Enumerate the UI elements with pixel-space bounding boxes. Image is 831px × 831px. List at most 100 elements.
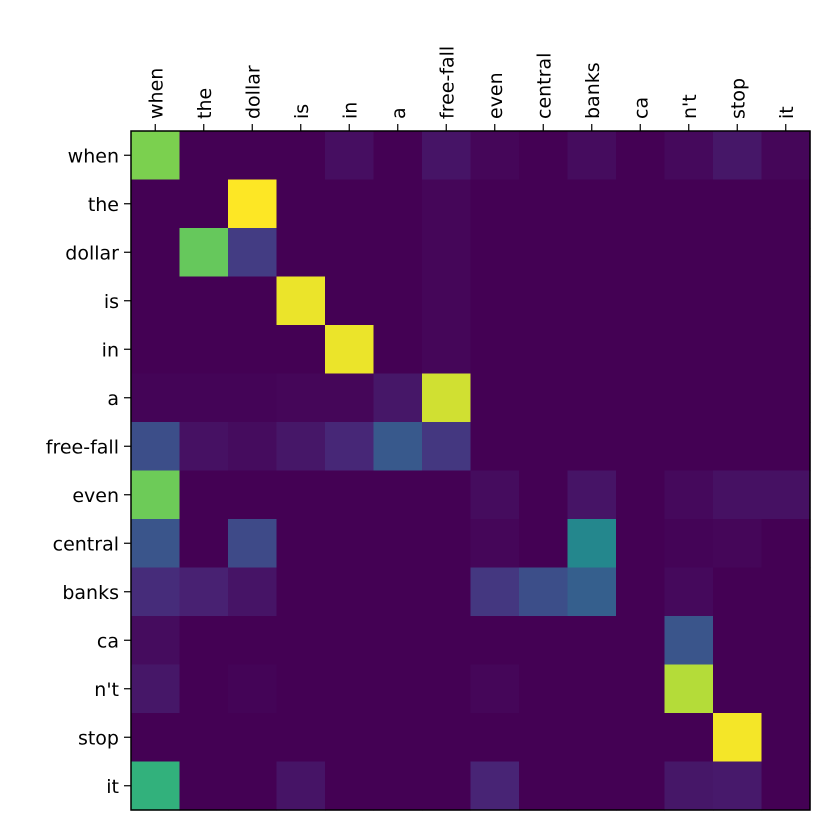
x-axis-ticks: when the dollar is in a free-fall even central ba… [145,46,798,131]
heatmap-cell [616,713,666,763]
heatmap-cell [276,761,326,811]
heatmap-cell [713,131,763,181]
heatmap-cell [276,616,326,666]
heatmap-cell [131,519,181,569]
y-tick-label: in [102,339,119,361]
y-tick-label: is [104,291,119,313]
y-tick-label: n't [94,679,119,701]
heatmap-cell [761,470,811,520]
heatmap-cell [325,713,375,763]
heatmap-cell [567,422,617,472]
heatmap-cell [664,422,714,472]
heatmap-cell [422,519,472,569]
heatmap-cell [616,228,666,278]
heatmap-cell [567,131,617,181]
heatmap-cell [228,664,278,714]
heatmap-cell [713,422,763,472]
heatmap-cell [761,713,811,763]
x-tick-label: banks [582,62,604,119]
heatmap-cell [664,373,714,423]
heatmap-cell [179,179,229,229]
y-tick-label: it [106,776,119,798]
heatmap-cell [470,373,520,423]
heatmap-cell [325,519,375,569]
heatmap-cell [131,422,181,472]
heatmap-cell [373,470,423,520]
x-tick-label: a [388,107,410,119]
y-tick-label: banks [62,582,119,604]
heatmap-cell [131,713,181,763]
y-axis-ticks: when the dollar is in a free-fall even central ba… [46,145,131,798]
heatmap-cell [179,761,229,811]
y-tick-label: a [107,388,119,410]
heatmap-cell [373,664,423,714]
heatmap-cell [616,519,666,569]
y-tick-label: central [53,533,119,555]
heatmap-cell [228,325,278,375]
x-tick-label: central [533,53,555,119]
heatmap-cell [664,470,714,520]
heatmap-cell [276,228,326,278]
heatmap-cell [373,373,423,423]
heatmap-cell [519,276,569,326]
heatmap-cell [761,519,811,569]
heatmap-cell [664,179,714,229]
heatmap-cell [325,276,375,326]
heatmap-cell [373,325,423,375]
heatmap-cell [567,276,617,326]
heatmap-cell [131,567,181,617]
heatmap-cell [519,664,569,714]
heatmap-cell [519,325,569,375]
heatmap-cell [131,470,181,520]
heatmap-cell [713,761,763,811]
heatmap-cell [567,519,617,569]
heatmap-cell [179,519,229,569]
heatmap-cell [519,519,569,569]
heatmap-cell [567,616,617,666]
heatmap-cell [276,567,326,617]
heatmap-cell [276,422,326,472]
x-tick-label: stop [727,78,749,119]
heatmap-cell [179,616,229,666]
heatmap-cells [131,131,811,811]
heatmap-cell [519,616,569,666]
heatmap-cell [761,276,811,326]
heatmap-cell [470,276,520,326]
heatmap-cell [567,761,617,811]
heatmap-cell [325,131,375,181]
heatmap-cell [616,131,666,181]
heatmap-cell [713,179,763,229]
heatmap-cell [664,519,714,569]
heatmap-cell [567,713,617,763]
heatmap-cell [276,470,326,520]
y-tick-label: when [68,145,119,167]
heatmap-cell [228,713,278,763]
heatmap-cell [228,276,278,326]
heatmap-cell [470,616,520,666]
heatmap-cell [228,519,278,569]
heatmap-cell [131,325,181,375]
heatmap-cell [179,470,229,520]
heatmap-cell [470,761,520,811]
x-tick-label: when [145,68,167,119]
heatmap-cell [131,761,181,811]
heatmap-cell [616,325,666,375]
heatmap-cell [373,422,423,472]
heatmap-cell [228,567,278,617]
heatmap-cell [519,228,569,278]
heatmap-cell [179,664,229,714]
x-tick-label: ca [630,97,652,119]
heatmap-cell [422,276,472,326]
x-tick-label: even [485,72,507,119]
heatmap-cell [470,567,520,617]
heatmap-cell [325,373,375,423]
y-tick-label: dollar [65,242,119,264]
heatmap-cell [179,713,229,763]
heatmap-cell [519,131,569,181]
heatmap-cell [616,616,666,666]
y-tick-label: ca [97,630,119,652]
heatmap-cell [470,422,520,472]
heatmap-cell [373,567,423,617]
heatmap-cell [325,228,375,278]
heatmap-cell [276,713,326,763]
